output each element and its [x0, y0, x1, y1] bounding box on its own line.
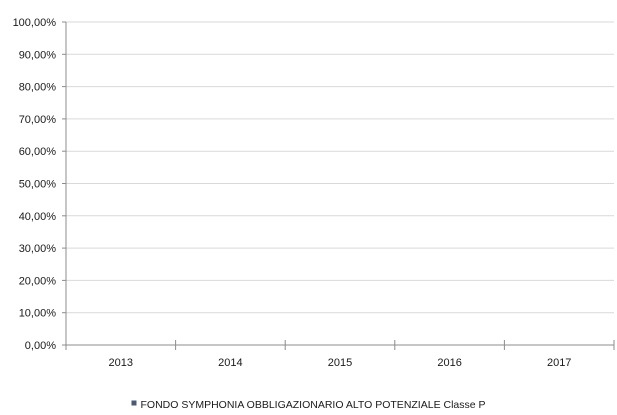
legend: FONDO SYMPHONIA OBBLIGAZIONARIO ALTO POT…: [131, 399, 486, 411]
y-tick-label: 70,00%: [19, 114, 57, 126]
x-tick-label: 2015: [328, 357, 352, 369]
y-tick-label: 20,00%: [19, 275, 57, 287]
y-tick-label: 60,00%: [19, 146, 57, 158]
y-axis-tick-labels: 0,00% 10,00% 20,00% 30,00% 40,00% 50,00% 60,00…: [13, 17, 57, 352]
y-tick-label: 50,00%: [19, 179, 57, 191]
x-tick-label: 2013: [109, 357, 133, 369]
y-tick-label: 10,00%: [19, 308, 57, 320]
legend-swatch-icon: [131, 400, 137, 406]
x-tick-label: 2016: [437, 357, 461, 369]
axes: [62, 21, 615, 350]
y-tick-label: 90,00%: [19, 49, 57, 61]
y-tick-label: 80,00%: [19, 82, 57, 94]
y-tick-label: 30,00%: [19, 243, 57, 255]
y-tick-label: 0,00%: [25, 340, 56, 352]
legend-label: FONDO SYMPHONIA OBBLIGAZIONARIO ALTO POT…: [140, 399, 485, 410]
y-tick-label: 40,00%: [19, 211, 57, 223]
x-axis-tick-labels: 2013 2014 2015 2016 2017: [109, 357, 572, 369]
grid-lines: [66, 21, 614, 314]
x-tick-label: 2017: [547, 357, 571, 369]
x-tick-label: 2014: [218, 357, 242, 369]
y-tick-label: 100,00%: [13, 17, 57, 29]
